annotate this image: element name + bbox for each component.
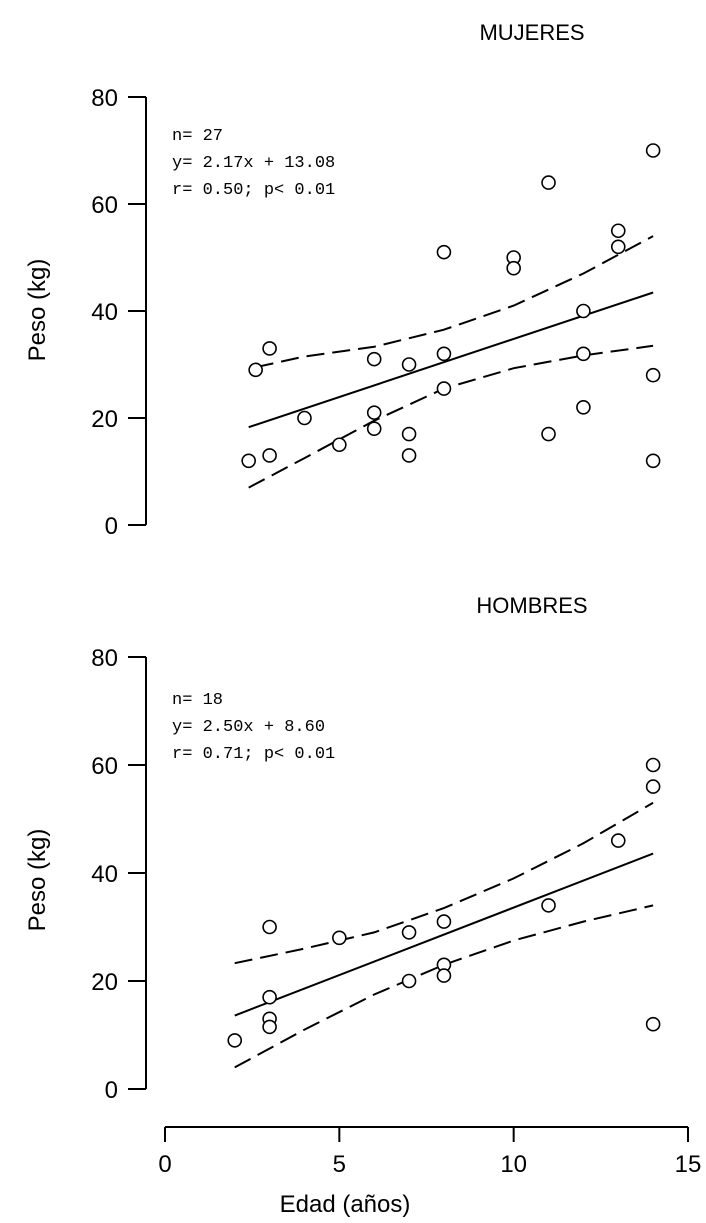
y-axis-label: Peso (kg) [24, 259, 51, 362]
y-tick-label: 20 [91, 406, 118, 433]
y-tick-label: 40 [91, 299, 118, 326]
data-point [227, 1033, 243, 1048]
data-point [401, 448, 417, 463]
y-tick-label: 0 [105, 1077, 118, 1104]
data-point [262, 989, 277, 1005]
data-point [262, 448, 277, 463]
data-point [436, 381, 452, 396]
x-tick-label: 15 [675, 1151, 702, 1178]
regression-line-group [248, 291, 654, 429]
data-point [610, 223, 626, 239]
x-axis-label: Edad (años) [280, 1191, 411, 1218]
y-tick-label: 40 [91, 861, 118, 888]
data-point [401, 426, 417, 442]
data-point [645, 757, 661, 773]
lower-confidence-band [234, 904, 654, 1069]
data-point [506, 260, 521, 276]
data-point [436, 914, 452, 929]
chart-hombres: HOMBRES Peso (kg) n= 18 y= 2.50x + 8.60 … [24, 593, 701, 1218]
data-point [262, 341, 277, 356]
chart-mujeres: MUJERES Peso (kg) n= 27 y= 2.17x + 13.08… [24, 20, 661, 540]
data-point [297, 410, 312, 426]
data-point [610, 239, 626, 255]
data-points [227, 757, 661, 1048]
data-point [576, 346, 591, 362]
y-axis-label: Peso (kg) [24, 829, 51, 932]
data-point [645, 143, 661, 158]
upper-confidence-band [234, 801, 654, 965]
data-point [645, 779, 661, 794]
data-point [645, 453, 661, 469]
axes: 0 20 40 60 80 0 5 10 15 [91, 645, 701, 1178]
regression-line [234, 852, 654, 1017]
data-point [332, 930, 347, 946]
x-tick-label: 5 [333, 1151, 346, 1178]
data-point [645, 1016, 661, 1032]
data-point [541, 175, 556, 190]
annotation-correlation: r= 0.50; p< 0.01 [172, 181, 335, 200]
upper-confidence-band [255, 235, 654, 369]
data-point [436, 244, 452, 260]
annotation-n: n= 27 [172, 127, 223, 146]
annotation-n: n= 18 [172, 691, 223, 710]
data-point [436, 968, 452, 983]
y-tick-label: 80 [91, 645, 118, 672]
data-point [366, 421, 382, 437]
data-point [576, 303, 591, 319]
data-point [645, 367, 661, 383]
x-tick-label: 0 [158, 1151, 171, 1178]
regression-line-group [234, 852, 654, 1017]
data-point [401, 973, 417, 989]
data-point [610, 833, 626, 848]
annotation-equation: y= 2.17x + 13.08 [172, 154, 335, 173]
data-point [366, 405, 382, 420]
x-tick-label: 10 [500, 1151, 527, 1178]
y-tick-label: 60 [91, 192, 118, 219]
data-point [248, 362, 263, 378]
y-tick-label: 20 [91, 969, 118, 996]
regression-line [248, 291, 654, 429]
data-points [241, 143, 661, 469]
data-point [576, 399, 591, 415]
data-point [401, 357, 417, 372]
y-tick-label: 60 [91, 753, 118, 780]
chart-title: MUJERES [479, 20, 584, 45]
data-point [401, 925, 417, 940]
data-point [262, 919, 277, 935]
y-tick-label: 0 [105, 513, 118, 540]
data-point [541, 898, 556, 913]
data-point [241, 453, 256, 469]
data-point [541, 426, 556, 442]
data-point [262, 1019, 277, 1035]
data-point [332, 437, 347, 453]
axes: 0 20 40 60 80 [91, 85, 147, 540]
data-point [366, 351, 382, 367]
chart-title: HOMBRES [476, 593, 587, 618]
confidence-bands [248, 235, 654, 489]
y-tick-label: 80 [91, 85, 118, 112]
annotation-equation: y= 2.50x + 8.60 [172, 718, 325, 737]
data-point [436, 346, 452, 362]
confidence-bands [234, 801, 654, 1069]
annotation-correlation: r= 0.71; p< 0.01 [172, 745, 335, 764]
